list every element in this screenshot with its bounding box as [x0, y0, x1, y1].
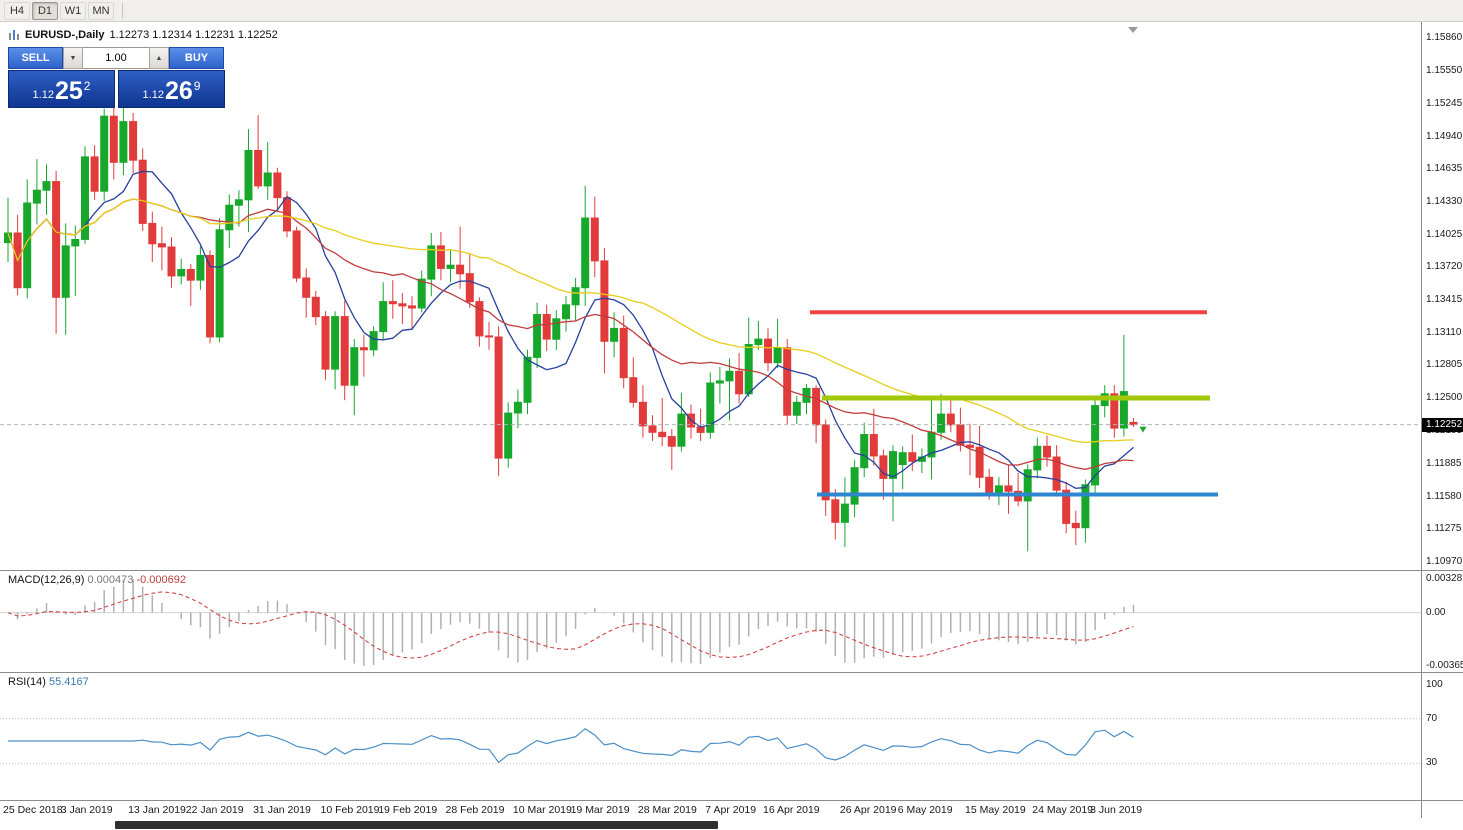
- chart-shift-marker: [1128, 27, 1138, 33]
- chart-ohlc-values: 1.12273 1.12314 1.12231 1.12252: [109, 29, 278, 41]
- time-axis-label: 19 Feb 2019: [378, 804, 438, 816]
- sell-price-display[interactable]: 1.12 25 2: [8, 70, 115, 108]
- trade-prices-row: 1.12 25 2 1.12 26 9: [8, 70, 226, 108]
- macd-signal-line: [7, 591, 1134, 659]
- buy-price-prefix: 1.12: [142, 89, 164, 101]
- time-axis-label: 7 Apr 2019: [705, 804, 757, 816]
- time-axis-label: 3 Jan 2019: [60, 804, 113, 816]
- rsi-chart[interactable]: [0, 673, 1421, 800]
- chart-icon: [8, 29, 20, 41]
- rsi-label: RSI(14) 55.4167: [8, 676, 89, 688]
- slow-ma: [7, 198, 1134, 444]
- one-click-trading-panel: SELL ▼ ▲ BUY 1.12 25 2 1.12 26 9: [8, 47, 226, 108]
- macd-histogram: [16, 579, 1135, 666]
- buy-price-big: 26: [164, 77, 193, 105]
- panel-separator[interactable]: [0, 570, 1463, 571]
- time-axis-label: 10 Feb 2019: [320, 804, 380, 816]
- chart-title: EURUSD-,Daily 1.12273 1.12314 1.12231 1.…: [8, 29, 278, 41]
- macd-chart[interactable]: [0, 571, 1421, 672]
- time-axis-label: 28 Feb 2019: [445, 804, 505, 816]
- price-axis-label: 1.12500: [1426, 392, 1463, 403]
- time-axis-label: 13 Jan 2019: [128, 804, 186, 816]
- macd-indicator-name: MACD(12,26,9): [8, 574, 85, 586]
- price-axis-label: 1.14330: [1426, 196, 1463, 207]
- price-axis-label: 1.15550: [1426, 65, 1463, 77]
- buy-price-display[interactable]: 1.12 26 9: [118, 70, 225, 108]
- moving-averages-layer: [7, 170, 1134, 489]
- toolbar: H4 D1 W1 MN: [0, 0, 1463, 22]
- macd-label: MACD(12,26,9) 0.000473 -0.000692: [8, 574, 186, 586]
- medium-ma: [7, 198, 1134, 470]
- time-axis-label: 16 Apr 2019: [763, 804, 820, 816]
- macd-main-value: 0.000473: [87, 574, 134, 586]
- price-axis-label: 1.14025: [1426, 228, 1463, 240]
- time-axis[interactable]: 25 Dec 2018 3 Jan 2019 13 Jan 2019 22 Jan 2…: [0, 801, 1421, 818]
- panel-separator: [0, 800, 1463, 801]
- sell-button[interactable]: SELL: [8, 47, 63, 69]
- timeframe-button-h4[interactable]: H4: [4, 1, 30, 20]
- price-axis-label: 1.12805: [1426, 359, 1463, 371]
- buy-price-pip: 9: [193, 79, 201, 93]
- fast-ma: [7, 170, 1134, 489]
- time-axis-label: 10 Mar 2019: [512, 804, 572, 816]
- price-axis-label: 1.13110: [1426, 326, 1462, 338]
- price-chart[interactable]: [0, 22, 1421, 570]
- timeframe-button-w1[interactable]: W1: [60, 1, 86, 20]
- time-axis-label: 24 May 2019: [1032, 804, 1094, 816]
- buy-button[interactable]: BUY: [169, 47, 224, 69]
- rsi-indicator-name: RSI(14): [8, 676, 46, 688]
- time-axis-label: 31 Jan 2019: [253, 804, 311, 816]
- time-axis-label: 3 Jun 2019: [1090, 804, 1143, 816]
- macd-signal-value: -0.000692: [136, 574, 186, 586]
- rsi-axis-label: 100: [1426, 679, 1443, 690]
- time-axis-label: 6 May 2019: [897, 804, 953, 816]
- price-axis[interactable]: 1.15860 1.15550 1.15245 1.14940 1.14635 1.143…: [1421, 22, 1463, 818]
- price-axis-label: 1.15860: [1426, 32, 1463, 43]
- sell-price-prefix: 1.12: [32, 89, 54, 101]
- time-axis-label: 19 Mar 2019: [570, 804, 630, 816]
- price-axis-label: 1.11580: [1426, 490, 1462, 502]
- rsi-axis-label: 70: [1426, 712, 1438, 724]
- sell-price-big: 25: [54, 77, 83, 105]
- macd-axis-label: 0.003287: [1426, 573, 1463, 584]
- time-axis-label: 22 Jan 2019: [185, 804, 244, 816]
- horizontal-scrollbar[interactable]: [0, 819, 1421, 830]
- price-axis-label: 1.14635: [1426, 163, 1463, 175]
- current-price-label: 1.12252: [1422, 417, 1463, 432]
- macd-axis-label: 0.00: [1426, 606, 1446, 618]
- candles-layer: [4, 103, 1138, 552]
- toolbar-separator: [122, 2, 123, 19]
- macd-axis-label: -0.003659: [1426, 660, 1463, 671]
- price-axis-label: 1.15245: [1426, 97, 1463, 109]
- sell-price-pip: 2: [83, 79, 91, 93]
- time-axis-label: 25 Dec 2018: [3, 804, 63, 816]
- time-axis-label: 28 Mar 2019: [637, 804, 697, 816]
- scrollbar-thumb[interactable]: [115, 821, 718, 829]
- time-axis-label: 26 Apr 2019: [839, 804, 897, 816]
- price-axis-label: 1.13415: [1426, 294, 1463, 305]
- timeframe-button-mn[interactable]: MN: [88, 1, 114, 20]
- volume-increase-button[interactable]: ▲: [149, 47, 169, 69]
- panel-separator[interactable]: [0, 672, 1463, 673]
- rsi-value: 55.4167: [48, 676, 89, 688]
- price-axis-label: 1.14940: [1426, 130, 1463, 142]
- price-axis-label: 1.11275: [1426, 523, 1462, 535]
- rsi-line: [8, 727, 1134, 764]
- current-bar-marker: [1139, 426, 1147, 433]
- time-axis-label: 15 May 2019: [965, 804, 1026, 816]
- timeframe-button-d1[interactable]: D1: [32, 1, 58, 20]
- trade-controls-row: SELL ▼ ▲ BUY: [8, 47, 226, 69]
- volume-input[interactable]: [83, 47, 149, 69]
- price-axis-label: 1.11885: [1426, 458, 1462, 469]
- rsi-axis-label: 30: [1426, 757, 1438, 769]
- volume-decrease-button[interactable]: ▼: [63, 47, 83, 69]
- price-axis-label: 1.10970: [1426, 556, 1463, 567]
- price-axis-label: 1.13720: [1426, 261, 1463, 273]
- chart-symbol: EURUSD-,Daily: [25, 29, 105, 41]
